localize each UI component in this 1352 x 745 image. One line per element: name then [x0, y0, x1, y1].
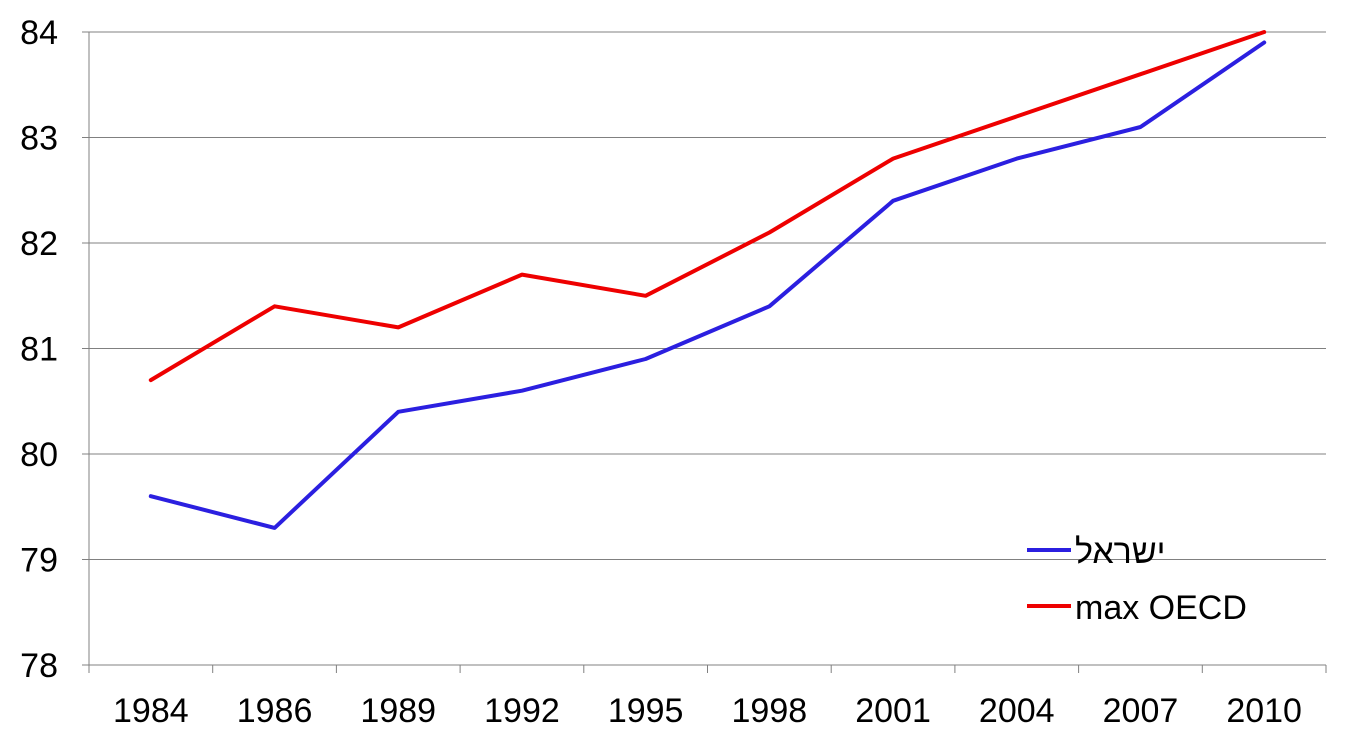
series-lines [148, 30, 1267, 530]
x-tick-label-2004: 2004 [979, 692, 1055, 730]
x-tick-label-1992: 1992 [484, 692, 560, 730]
y-tick-label-78: 78 [20, 647, 58, 685]
series-line-israel [148, 40, 1267, 530]
y-tick-label-82: 82 [20, 225, 58, 263]
y-axis-tick-labels: 78 79 80 81 82 83 84 [20, 14, 58, 685]
axes [82, 31, 1327, 673]
x-tick-label-1995: 1995 [608, 692, 684, 730]
x-tick-label-1984: 1984 [113, 692, 189, 730]
legend: ישראל max OECD [1027, 533, 1247, 627]
y-tick-label-83: 83 [20, 120, 58, 158]
x-axis-tick-labels: 1984 1986 1989 1992 1995 1998 2001 2004 2007 2010 [113, 692, 1302, 730]
x-tick-label-1989: 1989 [360, 692, 436, 730]
x-tick-label-2001: 2001 [855, 692, 931, 730]
x-tick-label-2007: 2007 [1103, 692, 1179, 730]
series-line-max-oecd [148, 30, 1267, 383]
x-tick-label-2010: 2010 [1226, 692, 1302, 730]
y-tick-label-84: 84 [20, 14, 58, 52]
legend-label-max-oecd: max OECD [1075, 589, 1247, 627]
legend-item-israel: ישראל [1027, 533, 1166, 571]
y-tick-label-79: 79 [20, 542, 58, 580]
x-tick-label-1986: 1986 [237, 692, 313, 730]
legend-label-israel: ישראל [1075, 533, 1166, 571]
y-tick-label-81: 81 [20, 331, 58, 369]
gridlines [89, 31, 1326, 560]
x-tick-label-1998: 1998 [732, 692, 808, 730]
y-tick-label-80: 80 [20, 436, 58, 474]
legend-item-max-oecd: max OECD [1027, 589, 1247, 627]
